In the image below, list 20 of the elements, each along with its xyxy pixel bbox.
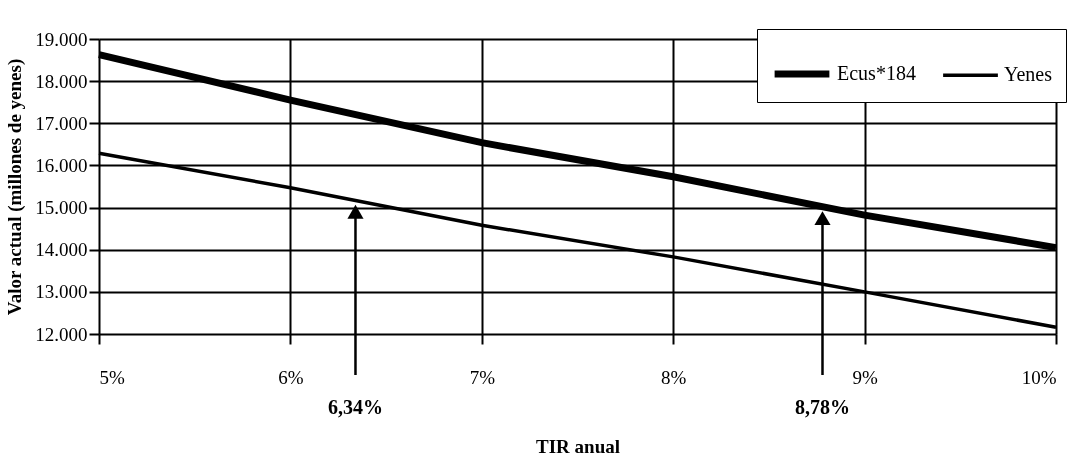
annotation: 8,78% (794, 396, 850, 418)
legend-label: Ecus*184 (837, 62, 916, 84)
legend-label: Yenes (1004, 63, 1053, 86)
x-tick-label: 5% (99, 366, 125, 388)
y-tick-label: 18.000 (35, 70, 88, 92)
x-tick-label: 7% (469, 366, 496, 388)
x-tick-label: 6% (278, 366, 304, 388)
x-tick-label: 10% (1021, 366, 1057, 388)
annotation: 6,34% (327, 396, 383, 418)
x-tick-label: 9% (852, 366, 878, 388)
y-tick-label: 15.000 (35, 197, 88, 219)
y-tick-label: 14.000 (35, 239, 88, 261)
y-tick-label: 12.000 (35, 323, 88, 345)
x-axis-title: TIR anual (536, 435, 620, 457)
y-tick-label: 13.000 (35, 281, 88, 303)
x-tick-label: 8% (661, 366, 687, 388)
y-tick-label: 19.000 (35, 28, 88, 50)
y-tick-label: 16.000 (35, 154, 88, 176)
y-axis-title: Valor actual (millones de yenes) (4, 58, 27, 316)
y-tick-label: 17.000 (35, 112, 88, 134)
